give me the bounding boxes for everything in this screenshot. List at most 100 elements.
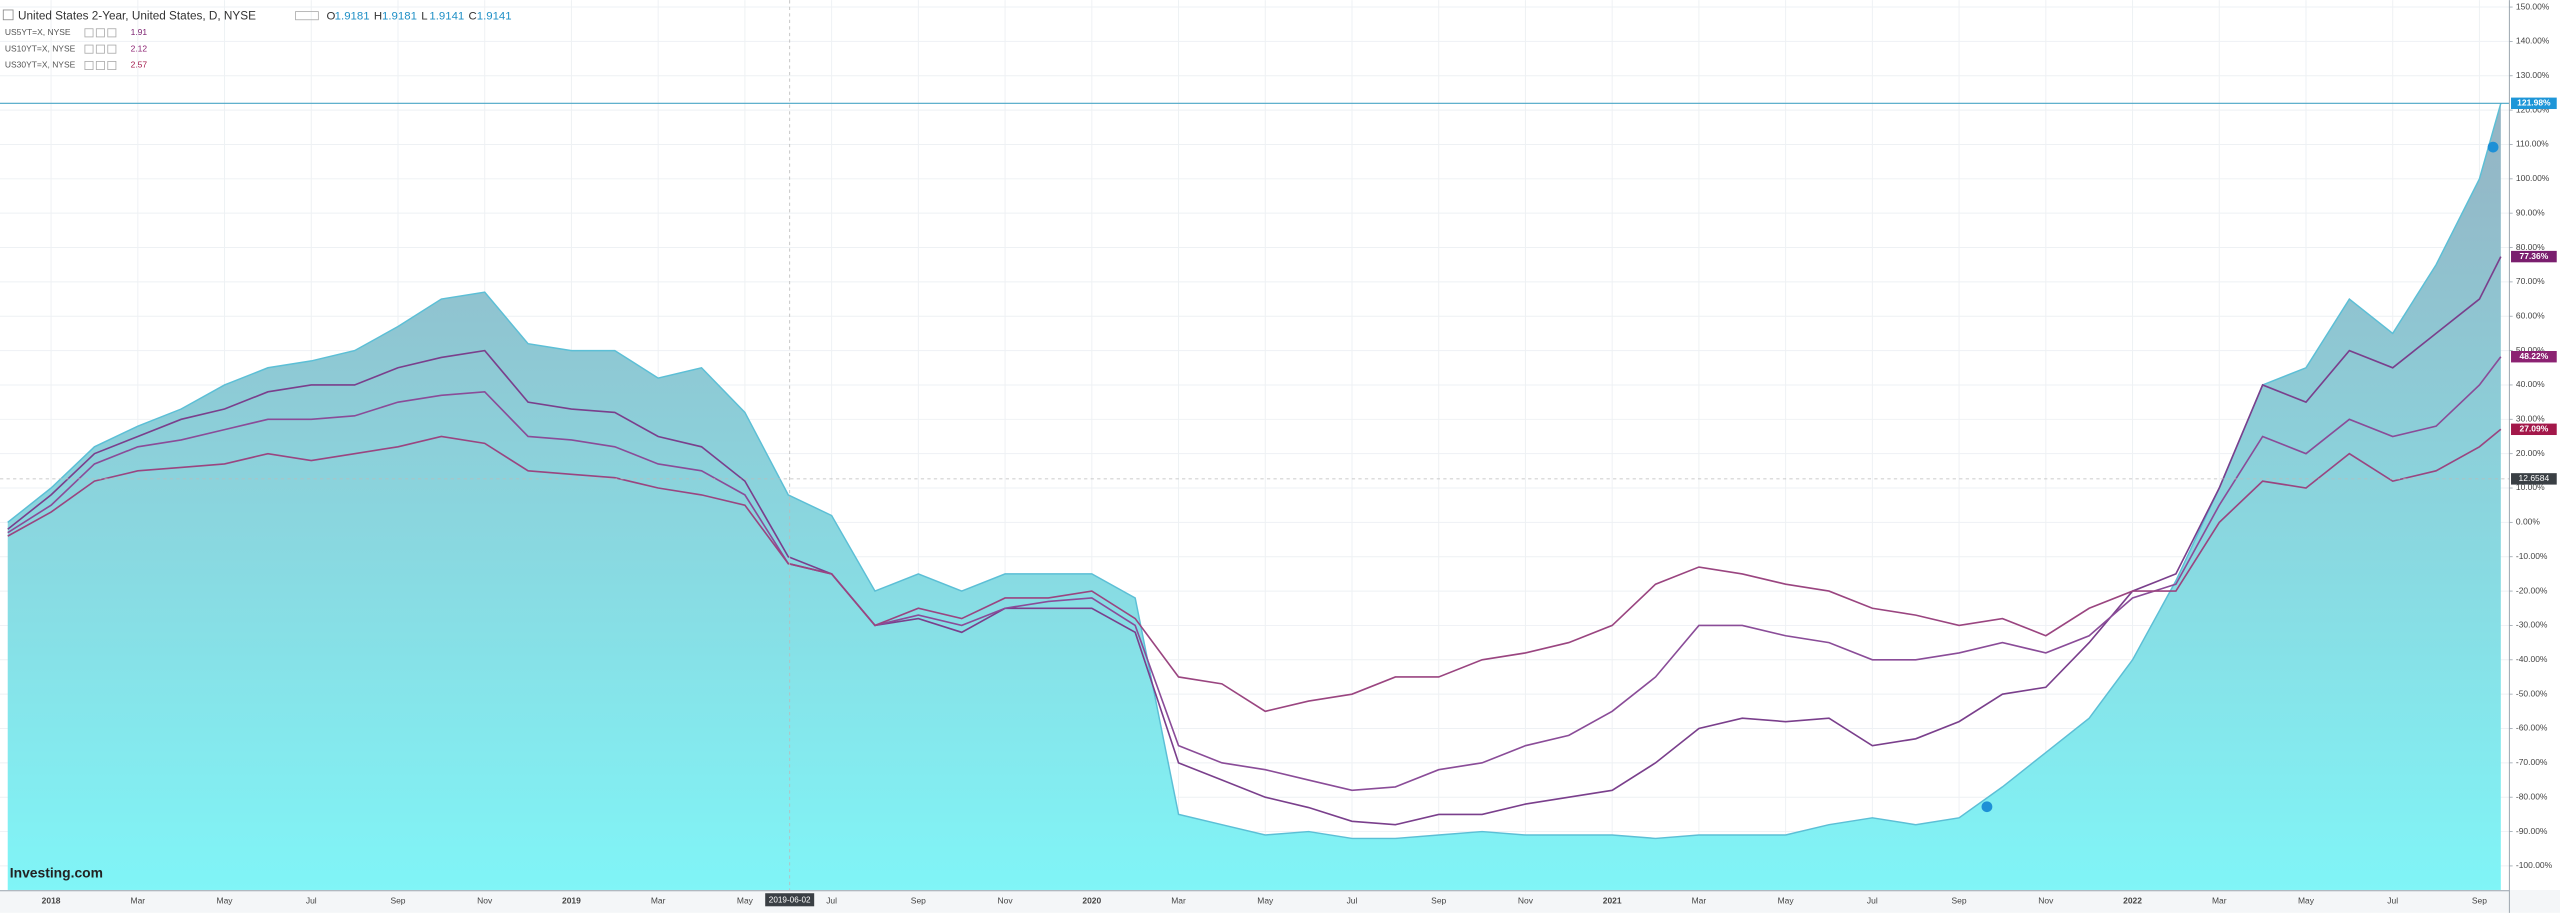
last-value-box	[2511, 97, 2557, 110]
legend-name: US5YT=X, NYSE	[5, 27, 71, 37]
x-tick-label: Nov	[477, 896, 493, 906]
y-tick-label: -10.00%	[2516, 551, 2548, 561]
y-tick-label: -80.00%	[2516, 791, 2548, 801]
last-value-box	[2511, 250, 2557, 263]
x-tick-label: May	[217, 896, 234, 906]
area	[7, 103, 2501, 890]
event-marker[interactable]	[2487, 141, 2499, 153]
last-value-label: 48.22%	[2520, 351, 2549, 361]
last-value-label: 27.09%	[2520, 424, 2549, 434]
y-tick-label: -50.00%	[2516, 688, 2548, 698]
legend-icon	[95, 44, 105, 54]
y-tick-label: -60.00%	[2516, 723, 2548, 733]
ohlc-key: C	[469, 11, 477, 23]
y-tick-label: 80.00%	[2516, 242, 2545, 252]
last-value-label: 77.36%	[2520, 251, 2549, 261]
legend-value: 1.91	[131, 27, 148, 37]
y-tick-label: 70.00%	[2516, 276, 2545, 286]
y-tick-label: 120.00%	[2516, 104, 2550, 114]
legend-value: 2.12	[131, 43, 148, 53]
legend-icon	[107, 44, 117, 54]
y-tick-label: -40.00%	[2516, 654, 2548, 664]
legend-name: US30YT=X, NYSE	[5, 60, 76, 70]
x-tick-label: 2018	[42, 896, 61, 906]
crosshair-x-label: 2019-06-02	[769, 896, 811, 905]
series-line	[7, 356, 2502, 792]
series-line	[7, 428, 2502, 713]
x-axis-strip	[0, 889, 2560, 913]
x-tick-label: Mar	[131, 896, 146, 906]
y-tick-label: 40.00%	[2516, 379, 2545, 389]
y-tick-label: 140.00%	[2516, 36, 2550, 46]
ohlc-key: L	[421, 11, 427, 23]
x-tick-label: 2022	[2123, 896, 2142, 906]
ohlc-value: 1.9141	[477, 11, 512, 23]
y-tick-label: -20.00%	[2516, 585, 2548, 595]
y-tick-label: 150.00%	[2516, 1, 2550, 11]
y-tick-label: 10.00%	[2516, 482, 2545, 492]
x-tick-label: Sep	[911, 896, 926, 906]
x-tick-label: Sep	[1952, 896, 1967, 906]
y-tick-label: -70.00%	[2516, 757, 2548, 767]
x-tick-label: Sep	[390, 896, 405, 906]
ohlc-key: H	[374, 11, 382, 23]
x-tick-label: Jul	[306, 896, 317, 906]
last-value-box	[2511, 423, 2557, 436]
legend-icon	[95, 28, 105, 38]
y-tick-label: 60.00%	[2516, 310, 2545, 320]
x-tick-label: May	[2298, 896, 2315, 906]
y-tick-label: 90.00%	[2516, 207, 2545, 217]
y-tick-label: -30.00%	[2516, 620, 2548, 630]
ohlc-value: 1.9181	[382, 11, 417, 23]
y-tick-label: -90.00%	[2516, 826, 2548, 836]
collapse-icon[interactable]	[2, 9, 14, 21]
y-tick-label: 110.00%	[2516, 139, 2549, 149]
area-outline	[7, 103, 2502, 840]
x-tick-label: May	[1257, 896, 1274, 906]
legend-icon	[107, 28, 117, 38]
series-line	[7, 256, 2502, 826]
legend-icon	[95, 60, 105, 70]
x-tick-label: May	[1778, 896, 1795, 906]
legend-icon	[107, 60, 117, 70]
x-tick-label: Jul	[2387, 896, 2398, 906]
x-tick-label: Jul	[826, 896, 837, 906]
x-tick-label: Jul	[1347, 896, 1358, 906]
x-tick-label: Mar	[651, 896, 666, 906]
x-tick-label: May	[737, 896, 754, 906]
y-tick-label: 50.00%	[2516, 345, 2545, 355]
y-tick-label: -100.00%	[2516, 860, 2553, 870]
header-title: United States 2-Year, United States, D, …	[18, 10, 256, 23]
y-tick-label: 100.00%	[2516, 173, 2550, 183]
x-tick-label: Sep	[1431, 896, 1446, 906]
y-tick-label: 130.00%	[2516, 70, 2550, 80]
legend-name: US10YT=X, NYSE	[5, 43, 76, 53]
x-tick-label: Jul	[1867, 896, 1878, 906]
x-tick-label: Sep	[2472, 896, 2487, 906]
settings-icon	[295, 11, 319, 21]
ohlc-value: 1.9181	[335, 11, 370, 23]
crosshair-y-box	[2511, 473, 2557, 485]
crosshair-x-box	[765, 893, 815, 907]
event-marker[interactable]	[1981, 801, 1993, 813]
legend-value: 2.57	[131, 60, 148, 70]
y-tick-label: 20.00%	[2516, 448, 2545, 458]
ohlc-value: 1.9141	[429, 11, 464, 23]
legend-icon	[84, 60, 94, 70]
legend-icon	[84, 28, 94, 38]
x-tick-label: Nov	[998, 896, 1014, 906]
ohlc-key: O	[327, 11, 336, 23]
last-value-label: 121.98%	[2517, 98, 2551, 108]
crosshair-y-label: 12.6584	[2519, 473, 2550, 483]
y-tick-label: 30.00%	[2516, 414, 2545, 424]
x-tick-label: 2020	[1082, 896, 1101, 906]
x-tick-label: Nov	[2038, 896, 2054, 906]
legend-icon	[84, 44, 94, 54]
x-tick-label: Mar	[1171, 896, 1186, 906]
x-tick-label: 2021	[1603, 896, 1622, 906]
y-tick-label: 0.00%	[2516, 517, 2540, 527]
x-tick-label: 2019	[562, 896, 581, 906]
logo: Investing.com	[10, 864, 103, 880]
x-tick-label: Mar	[1692, 896, 1707, 906]
